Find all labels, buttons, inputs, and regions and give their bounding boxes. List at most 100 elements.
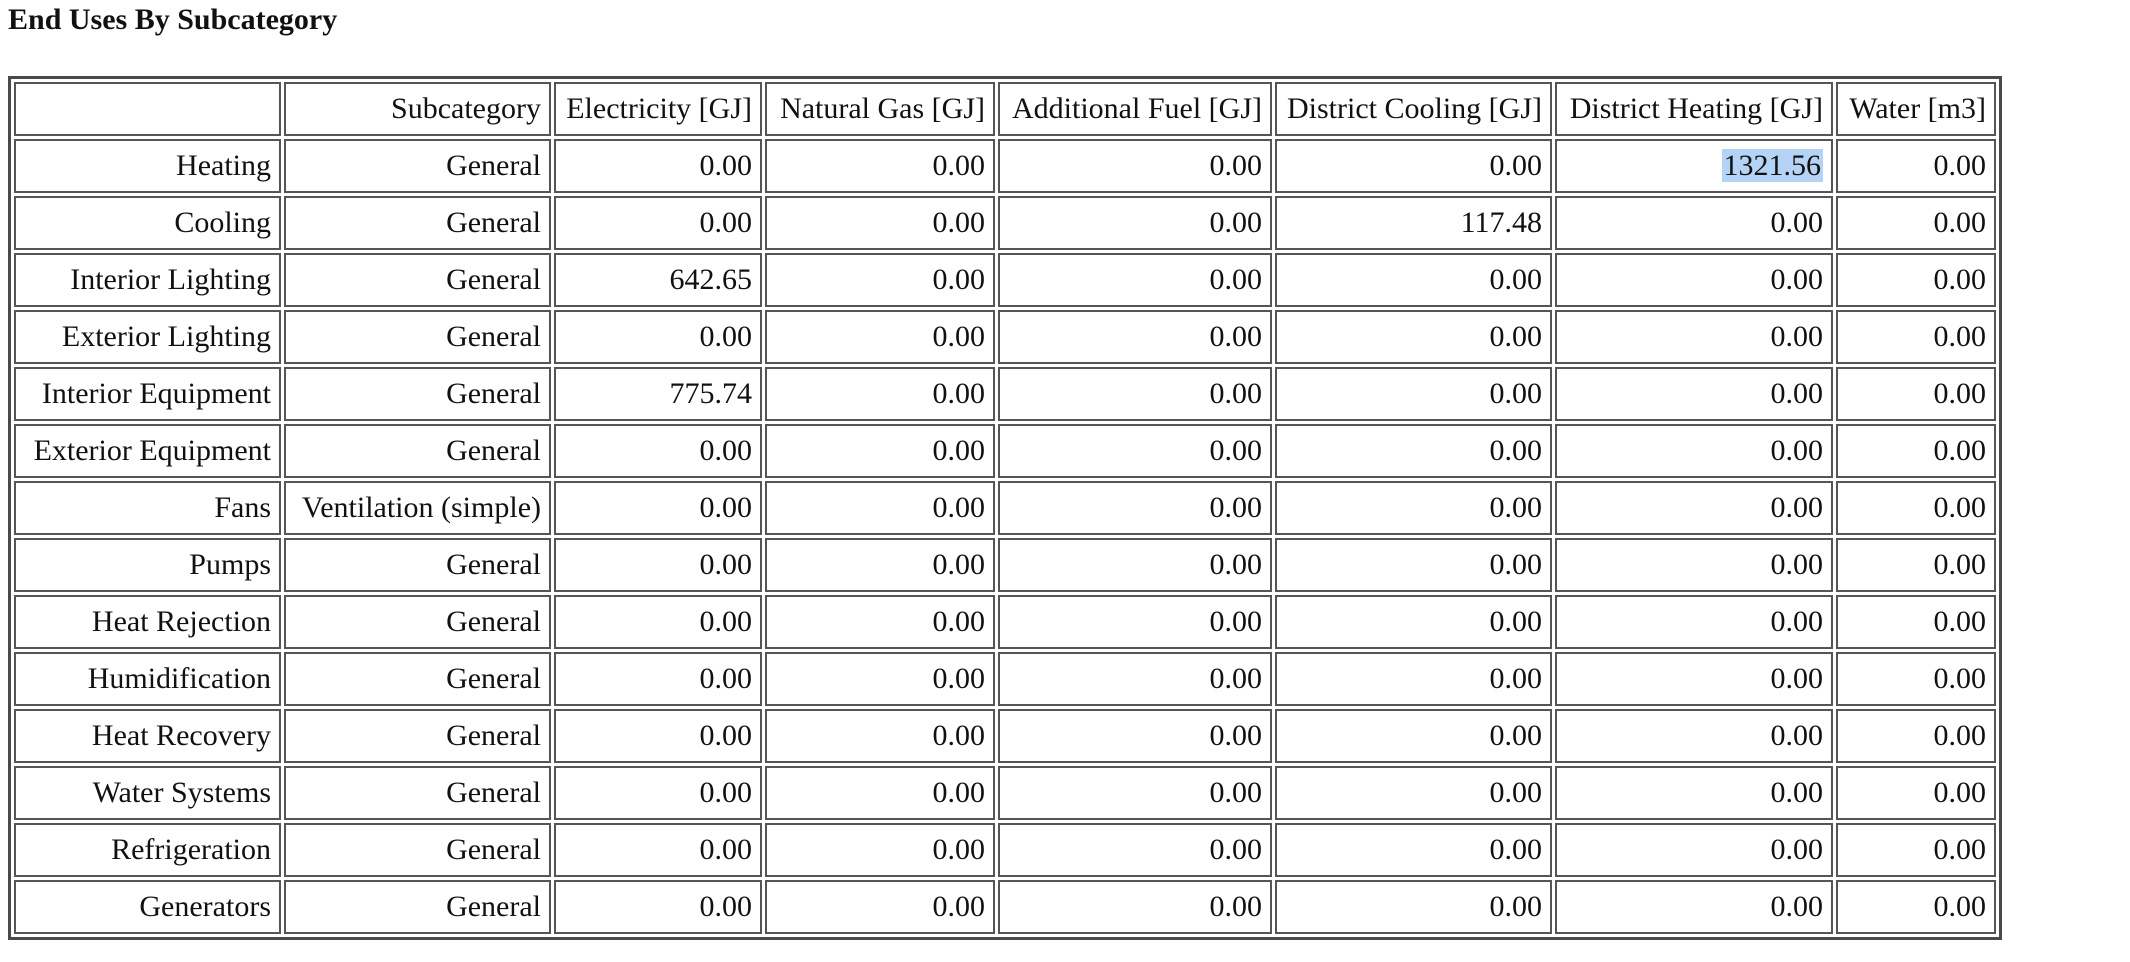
- table-cell: 0.00: [765, 196, 995, 250]
- row-label: Generators: [14, 880, 281, 934]
- table-cell: 0.00: [765, 538, 995, 592]
- table-cell: 0.00: [998, 538, 1272, 592]
- table-cell: 0.00: [1836, 823, 1996, 877]
- subcategory-cell: Ventilation (simple): [284, 481, 551, 535]
- row-label: Heat Recovery: [14, 709, 281, 763]
- table-cell: 0.00: [1275, 538, 1552, 592]
- table-cell: 0.00: [1275, 709, 1552, 763]
- header-cell-electricity: Electricity [GJ]: [554, 82, 762, 136]
- row-label: Heat Rejection: [14, 595, 281, 649]
- header-row: Subcategory Electricity [GJ] Natural Gas…: [14, 82, 1996, 136]
- table-row: Cooling General 0.00 0.00 0.00 117.48 0.…: [14, 196, 1996, 250]
- row-label: Exterior Lighting: [14, 310, 281, 364]
- table-row: Interior Equipment General 775.74 0.00 0…: [14, 367, 1996, 421]
- table-row: Humidification General 0.00 0.00 0.00 0.…: [14, 652, 1996, 706]
- table-cell: 0.00: [1555, 823, 1833, 877]
- table-cell: 0.00: [998, 367, 1272, 421]
- table-cell: 775.74: [554, 367, 762, 421]
- table-cell: 0.00: [1275, 766, 1552, 820]
- table-cell: 0.00: [554, 880, 762, 934]
- table-row: Heating General 0.00 0.00 0.00 0.00 1321…: [14, 139, 1996, 193]
- table-cell: 0.00: [1275, 481, 1552, 535]
- header-cell-water: Water [m3]: [1836, 82, 1996, 136]
- table-cell: 0.00: [998, 253, 1272, 307]
- table-cell: 0.00: [998, 823, 1272, 877]
- table-cell: 0.00: [1836, 253, 1996, 307]
- row-label: Interior Lighting: [14, 253, 281, 307]
- table-cell: 0.00: [1555, 880, 1833, 934]
- table-cell: 0.00: [554, 538, 762, 592]
- table-cell: 0.00: [998, 880, 1272, 934]
- table-cell: 0.00: [1555, 652, 1833, 706]
- subcategory-cell: General: [284, 709, 551, 763]
- table-cell: 0.00: [1555, 310, 1833, 364]
- selected-text[interactable]: 1321.56: [1721, 149, 1823, 182]
- header-cell-subcategory: Subcategory: [284, 82, 551, 136]
- table-cell: 0.00: [1836, 139, 1996, 193]
- table-cell: 0.00: [1555, 481, 1833, 535]
- table-cell: 0.00: [554, 139, 762, 193]
- table-cell: 0.00: [1836, 652, 1996, 706]
- table-cell: 0.00: [765, 424, 995, 478]
- table-cell: 0.00: [1836, 538, 1996, 592]
- subcategory-cell: General: [284, 823, 551, 877]
- table-cell: 0.00: [765, 481, 995, 535]
- table-cell: 0.00: [1555, 766, 1833, 820]
- header-cell-district-cooling: District Cooling [GJ]: [1275, 82, 1552, 136]
- table-cell: 0.00: [998, 481, 1272, 535]
- table-cell: 0.00: [1275, 253, 1552, 307]
- table-cell: 0.00: [1836, 481, 1996, 535]
- table-cell: 0.00: [1275, 139, 1552, 193]
- table-cell: 0.00: [1555, 538, 1833, 592]
- row-label: Water Systems: [14, 766, 281, 820]
- table-cell: 0.00: [765, 253, 995, 307]
- table-row: Refrigeration General 0.00 0.00 0.00 0.0…: [14, 823, 1996, 877]
- header-cell-empty: [14, 82, 281, 136]
- table-cell: 0.00: [765, 652, 995, 706]
- subcategory-cell: General: [284, 253, 551, 307]
- subcategory-cell: General: [284, 652, 551, 706]
- table-cell-selected[interactable]: 1321.56: [1555, 139, 1833, 193]
- table-row: Exterior Equipment General 0.00 0.00 0.0…: [14, 424, 1996, 478]
- table-cell: 0.00: [1275, 367, 1552, 421]
- subcategory-cell: General: [284, 880, 551, 934]
- table-cell: 0.00: [1275, 823, 1552, 877]
- row-label: Humidification: [14, 652, 281, 706]
- table-cell: 0.00: [765, 367, 995, 421]
- table-cell: 0.00: [765, 709, 995, 763]
- table-cell: 0.00: [1555, 709, 1833, 763]
- table-cell: 0.00: [554, 709, 762, 763]
- table-cell: 0.00: [998, 424, 1272, 478]
- subcategory-cell: General: [284, 538, 551, 592]
- table-row: Exterior Lighting General 0.00 0.00 0.00…: [14, 310, 1996, 364]
- subcategory-cell: General: [284, 310, 551, 364]
- row-label: Refrigeration: [14, 823, 281, 877]
- table-cell: 0.00: [554, 196, 762, 250]
- table-cell: 117.48: [1275, 196, 1552, 250]
- row-label: Fans: [14, 481, 281, 535]
- table-row: Fans Ventilation (simple) 0.00 0.00 0.00…: [14, 481, 1996, 535]
- table-cell: 0.00: [1836, 367, 1996, 421]
- table-cell: 0.00: [554, 310, 762, 364]
- table-cell: 0.00: [765, 595, 995, 649]
- table-cell: 0.00: [998, 652, 1272, 706]
- table-row: Interior Lighting General 642.65 0.00 0.…: [14, 253, 1996, 307]
- table-cell: 0.00: [998, 766, 1272, 820]
- row-label: Heating: [14, 139, 281, 193]
- table-row: Pumps General 0.00 0.00 0.00 0.00 0.00 0…: [14, 538, 1996, 592]
- table-cell: 0.00: [998, 595, 1272, 649]
- table-cell: 0.00: [765, 310, 995, 364]
- subcategory-cell: General: [284, 424, 551, 478]
- table-row: Heat Recovery General 0.00 0.00 0.00 0.0…: [14, 709, 1996, 763]
- table-row: Water Systems General 0.00 0.00 0.00 0.0…: [14, 766, 1996, 820]
- table-cell: 0.00: [765, 139, 995, 193]
- table-cell: 0.00: [1555, 595, 1833, 649]
- table-cell: 0.00: [554, 595, 762, 649]
- table-row: Generators General 0.00 0.00 0.00 0.00 0…: [14, 880, 1996, 934]
- row-label: Cooling: [14, 196, 281, 250]
- table-cell: 0.00: [998, 196, 1272, 250]
- header-cell-additional-fuel: Additional Fuel [GJ]: [998, 82, 1272, 136]
- table-cell: 0.00: [765, 880, 995, 934]
- table-cell: 0.00: [554, 766, 762, 820]
- table-cell: 0.00: [1275, 424, 1552, 478]
